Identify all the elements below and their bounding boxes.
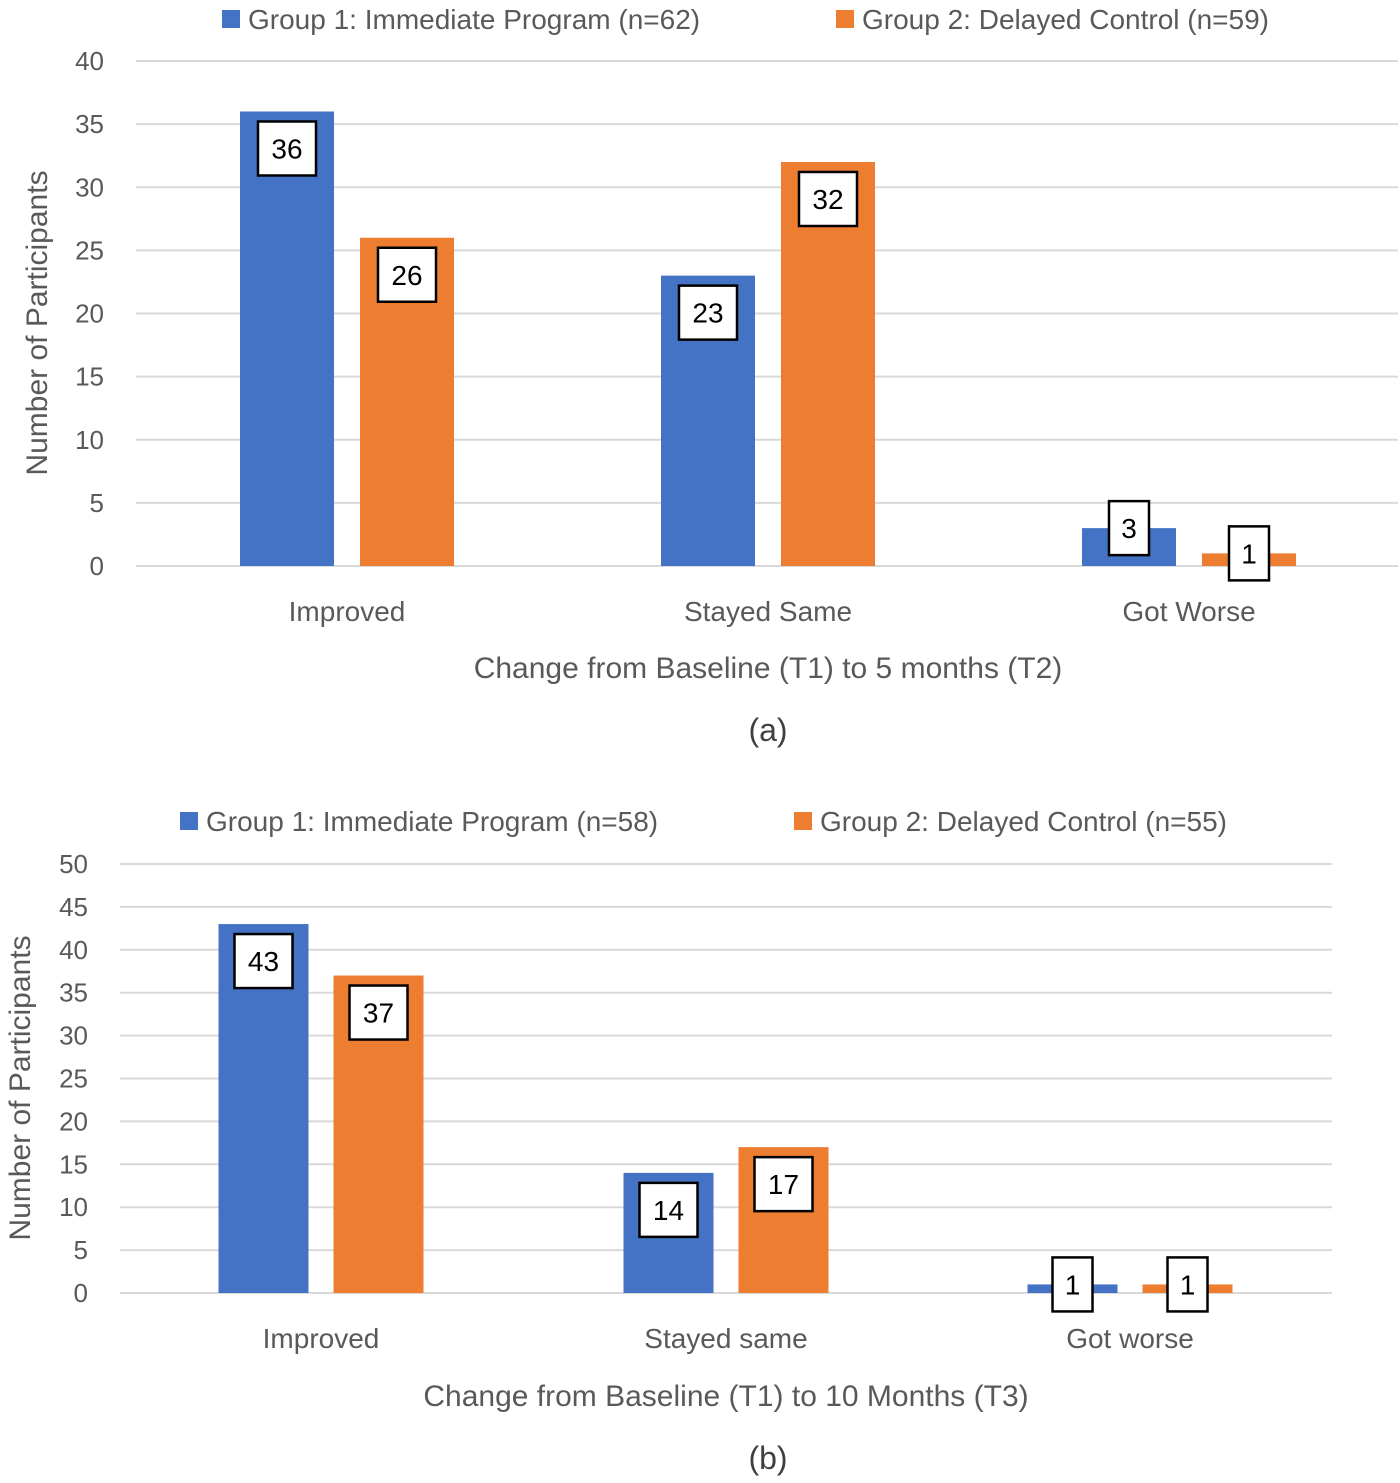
y-tick-label: 35 <box>75 109 104 139</box>
legend-swatch <box>836 10 854 28</box>
data-label-box <box>1107 499 1151 557</box>
y-tick-label: 15 <box>59 1149 88 1179</box>
data-label: 37 <box>348 984 409 1041</box>
y-axis-title: Number of Participants <box>4 935 37 1240</box>
bar <box>781 162 875 566</box>
legend-item: Group 1: Immediate Program (n=62) <box>222 4 700 35</box>
y-tick-label: 35 <box>59 978 88 1008</box>
data-label: 17 <box>753 1155 814 1213</box>
legend-item: Group 2: Delayed Control (n=59) <box>836 4 1269 35</box>
x-category-label: Got worse <box>1066 1323 1194 1354</box>
data-label-value: 17 <box>768 1169 799 1200</box>
y-tick-label: 5 <box>74 1235 88 1265</box>
data-label: 1 <box>1227 525 1271 582</box>
legend-swatch <box>180 812 198 830</box>
bar <box>240 111 334 566</box>
data-label: 3 <box>1107 499 1151 557</box>
x-category-label: Improved <box>289 596 406 627</box>
y-tick-label: 20 <box>59 1106 88 1136</box>
y-axis-title: Number of Participants <box>21 170 54 475</box>
x-axis-title: Change from Baseline (T1) to 5 months (T… <box>474 652 1063 685</box>
y-tick-label: 10 <box>75 425 104 455</box>
y-tick-label: 30 <box>59 1021 88 1051</box>
y-tick-label: 40 <box>75 46 104 76</box>
legend-swatch <box>794 812 812 830</box>
data-label: 43 <box>233 932 294 990</box>
data-label-box <box>256 120 318 177</box>
data-label: 36 <box>256 120 318 177</box>
data-label: 26 <box>376 246 438 303</box>
x-category-label: Stayed Same <box>684 596 852 627</box>
data-label-value: 3 <box>1121 513 1137 544</box>
y-tick-label: 15 <box>75 362 104 392</box>
legend-swatch <box>222 10 240 28</box>
data-label-box <box>233 932 294 990</box>
y-tick-label: 0 <box>90 551 104 581</box>
legend-label: Group 1: Immediate Program (n=58) <box>206 806 658 837</box>
y-tick-label: 25 <box>59 1064 88 1094</box>
legend-label: Group 2: Delayed Control (n=55) <box>820 806 1227 837</box>
data-label: 1 <box>1166 1256 1209 1313</box>
data-label-box <box>1051 1256 1094 1313</box>
x-axis-title: Change from Baseline (T1) to 10 Months (… <box>423 1380 1028 1413</box>
y-tick-label: 20 <box>75 299 104 329</box>
data-label: 23 <box>677 284 739 341</box>
x-category-label: Got Worse <box>1122 596 1255 627</box>
data-label-value: 36 <box>271 134 302 165</box>
y-tick-label: 10 <box>59 1192 88 1222</box>
data-label-box <box>677 284 739 341</box>
y-tick-label: 25 <box>75 235 104 265</box>
y-tick-label: 30 <box>75 172 104 202</box>
data-label-value: 1 <box>1065 1269 1081 1300</box>
data-label-value: 1 <box>1180 1269 1196 1300</box>
data-label-value: 37 <box>363 998 394 1029</box>
data-label-box <box>638 1181 699 1239</box>
data-label: 14 <box>638 1181 699 1239</box>
y-tick-label: 40 <box>59 935 88 965</box>
data-label-value: 26 <box>391 260 422 291</box>
y-tick-label: 5 <box>90 488 104 518</box>
y-tick-label: 50 <box>59 849 88 879</box>
data-label-value: 43 <box>248 946 279 977</box>
chart-panel-b: 0 5 10 15 20 25 30 35 40 45 50 43 14 1 37 17 1 Improved St… <box>4 806 1332 1476</box>
data-label-box <box>797 170 859 228</box>
data-label-box <box>1227 525 1271 582</box>
panel-caption: (a) <box>748 712 787 748</box>
x-category-label: Improved <box>263 1323 380 1354</box>
data-label-value: 23 <box>692 298 723 329</box>
data-label-box <box>1166 1256 1209 1313</box>
chart-panel-a: 0 5 10 15 20 25 30 35 40 36 23 3 26 32 1 Improved Stayed… <box>21 4 1398 748</box>
data-label: 1 <box>1051 1256 1094 1313</box>
data-label: 32 <box>797 170 859 228</box>
data-label-box <box>376 246 438 303</box>
y-tick-label: 0 <box>74 1278 88 1308</box>
legend-item: Group 1: Immediate Program (n=58) <box>180 806 658 837</box>
data-label-box <box>348 984 409 1041</box>
legend-item: Group 2: Delayed Control (n=55) <box>794 806 1227 837</box>
panel-caption: (b) <box>748 1440 787 1476</box>
data-label-value: 1 <box>1241 538 1257 569</box>
x-category-label: Stayed same <box>644 1323 807 1354</box>
data-label-value: 14 <box>653 1195 684 1226</box>
legend-label: Group 2: Delayed Control (n=59) <box>862 4 1269 35</box>
y-tick-label: 45 <box>59 892 88 922</box>
data-label-box <box>753 1155 814 1213</box>
legend-label: Group 1: Immediate Program (n=62) <box>248 4 700 35</box>
data-label-value: 32 <box>812 184 843 215</box>
